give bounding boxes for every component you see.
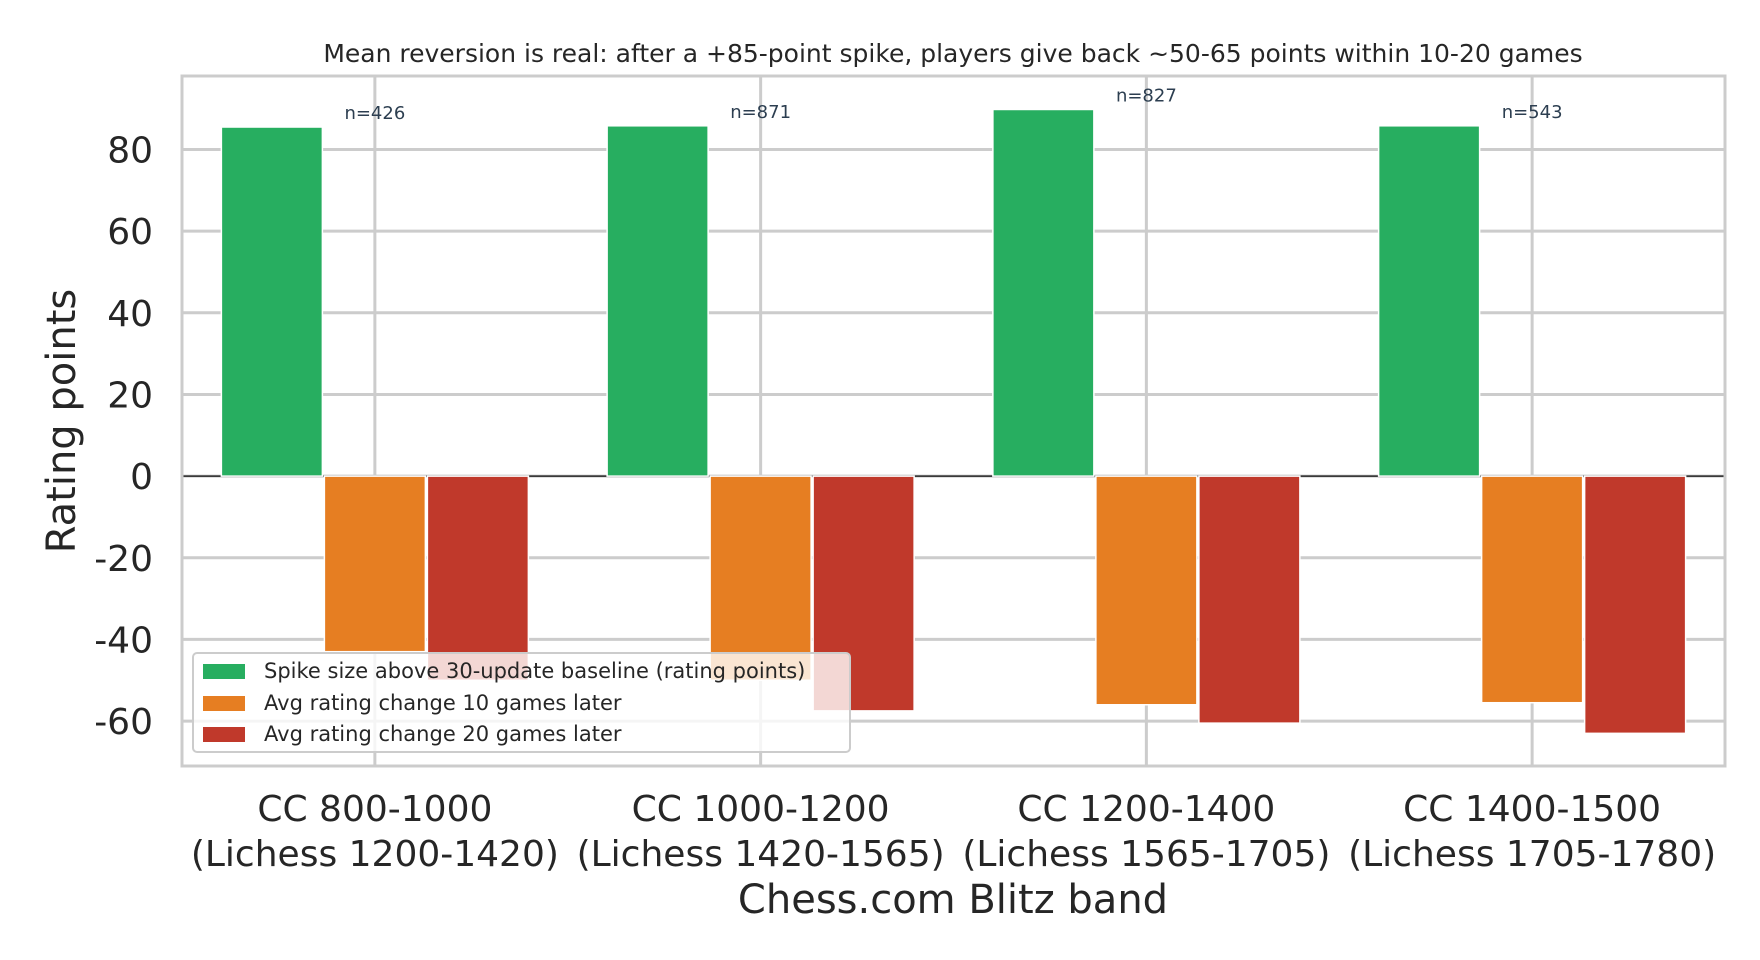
- bars: [220, 108, 1687, 735]
- x-ticks: CC 800-1000 (Lichess 1200-1420)CC 1000-12…: [191, 789, 1716, 875]
- plot-frame: [180, 74, 1727, 768]
- bar-series-2-category-1: [323, 475, 427, 653]
- y-axis-label: Rating points: [39, 289, 85, 554]
- sample-size-label: n=871: [730, 102, 791, 123]
- x-axis-label: Chess.com Blitz band: [738, 877, 1168, 923]
- y-tick-label: 80: [107, 130, 153, 171]
- bar-series-1-category-2: [606, 125, 709, 477]
- bar-series-3-category-1: [426, 475, 530, 682]
- legend-swatch-20-games: [203, 727, 245, 742]
- x-tick-label: CC 800-1000 (Lichess 1200-1420): [191, 789, 559, 875]
- bar-series-1-category-1: [220, 126, 324, 477]
- sample-size-label: n=426: [344, 103, 405, 124]
- y-tick-label: -60: [94, 702, 153, 743]
- sample-size-label: n=827: [1116, 85, 1177, 106]
- y-tick-label: 60: [107, 212, 153, 253]
- chart-title: Mean reversion is real: after a +85-poin…: [323, 39, 1582, 68]
- y-tick-label: -40: [94, 620, 153, 661]
- y-tick-label: 20: [107, 375, 153, 416]
- legend: Spike size above 30-update baseline (rat…: [192, 652, 851, 753]
- bar-series-2-category-3: [1095, 475, 1198, 706]
- x-tick-label: CC 1400-1500 (Lichess 1705-1780): [1348, 789, 1716, 875]
- bar-series-3-category-4: [1583, 475, 1687, 735]
- y-tick-label: 0: [130, 457, 153, 498]
- legend-label-20-games: Avg rating change 20 games later: [264, 722, 622, 746]
- bar-series-1-category-4: [1377, 125, 1481, 477]
- y-tick-label: -20: [94, 539, 153, 580]
- annotations: n=426 n=871 n=827 n=543: [344, 85, 1562, 124]
- bar-series-2-category-2: [709, 475, 812, 682]
- x-tick-label: CC 1200-1400 (Lichess 1565-1705): [962, 789, 1330, 875]
- y-tick-label: 40: [107, 294, 153, 335]
- bar-series-2-category-4: [1480, 475, 1584, 704]
- bar-series-3-category-3: [1198, 475, 1301, 724]
- legend-swatch-spike: [203, 664, 245, 679]
- legend-swatch-10-games: [203, 696, 245, 711]
- sample-size-label: n=543: [1502, 102, 1563, 123]
- y-ticks: 80 60 40 20 0 -20 -40 -60: [94, 130, 153, 743]
- x-tick-label: CC 1000-1200 (Lichess 1420-1565): [577, 789, 945, 875]
- bar-series-1-category-3: [992, 108, 1095, 477]
- legend-label-spike: Spike size above 30-update baseline (rat…: [264, 659, 805, 683]
- legend-label-10-games: Avg rating change 10 games later: [264, 691, 622, 715]
- legend-box: [192, 652, 851, 753]
